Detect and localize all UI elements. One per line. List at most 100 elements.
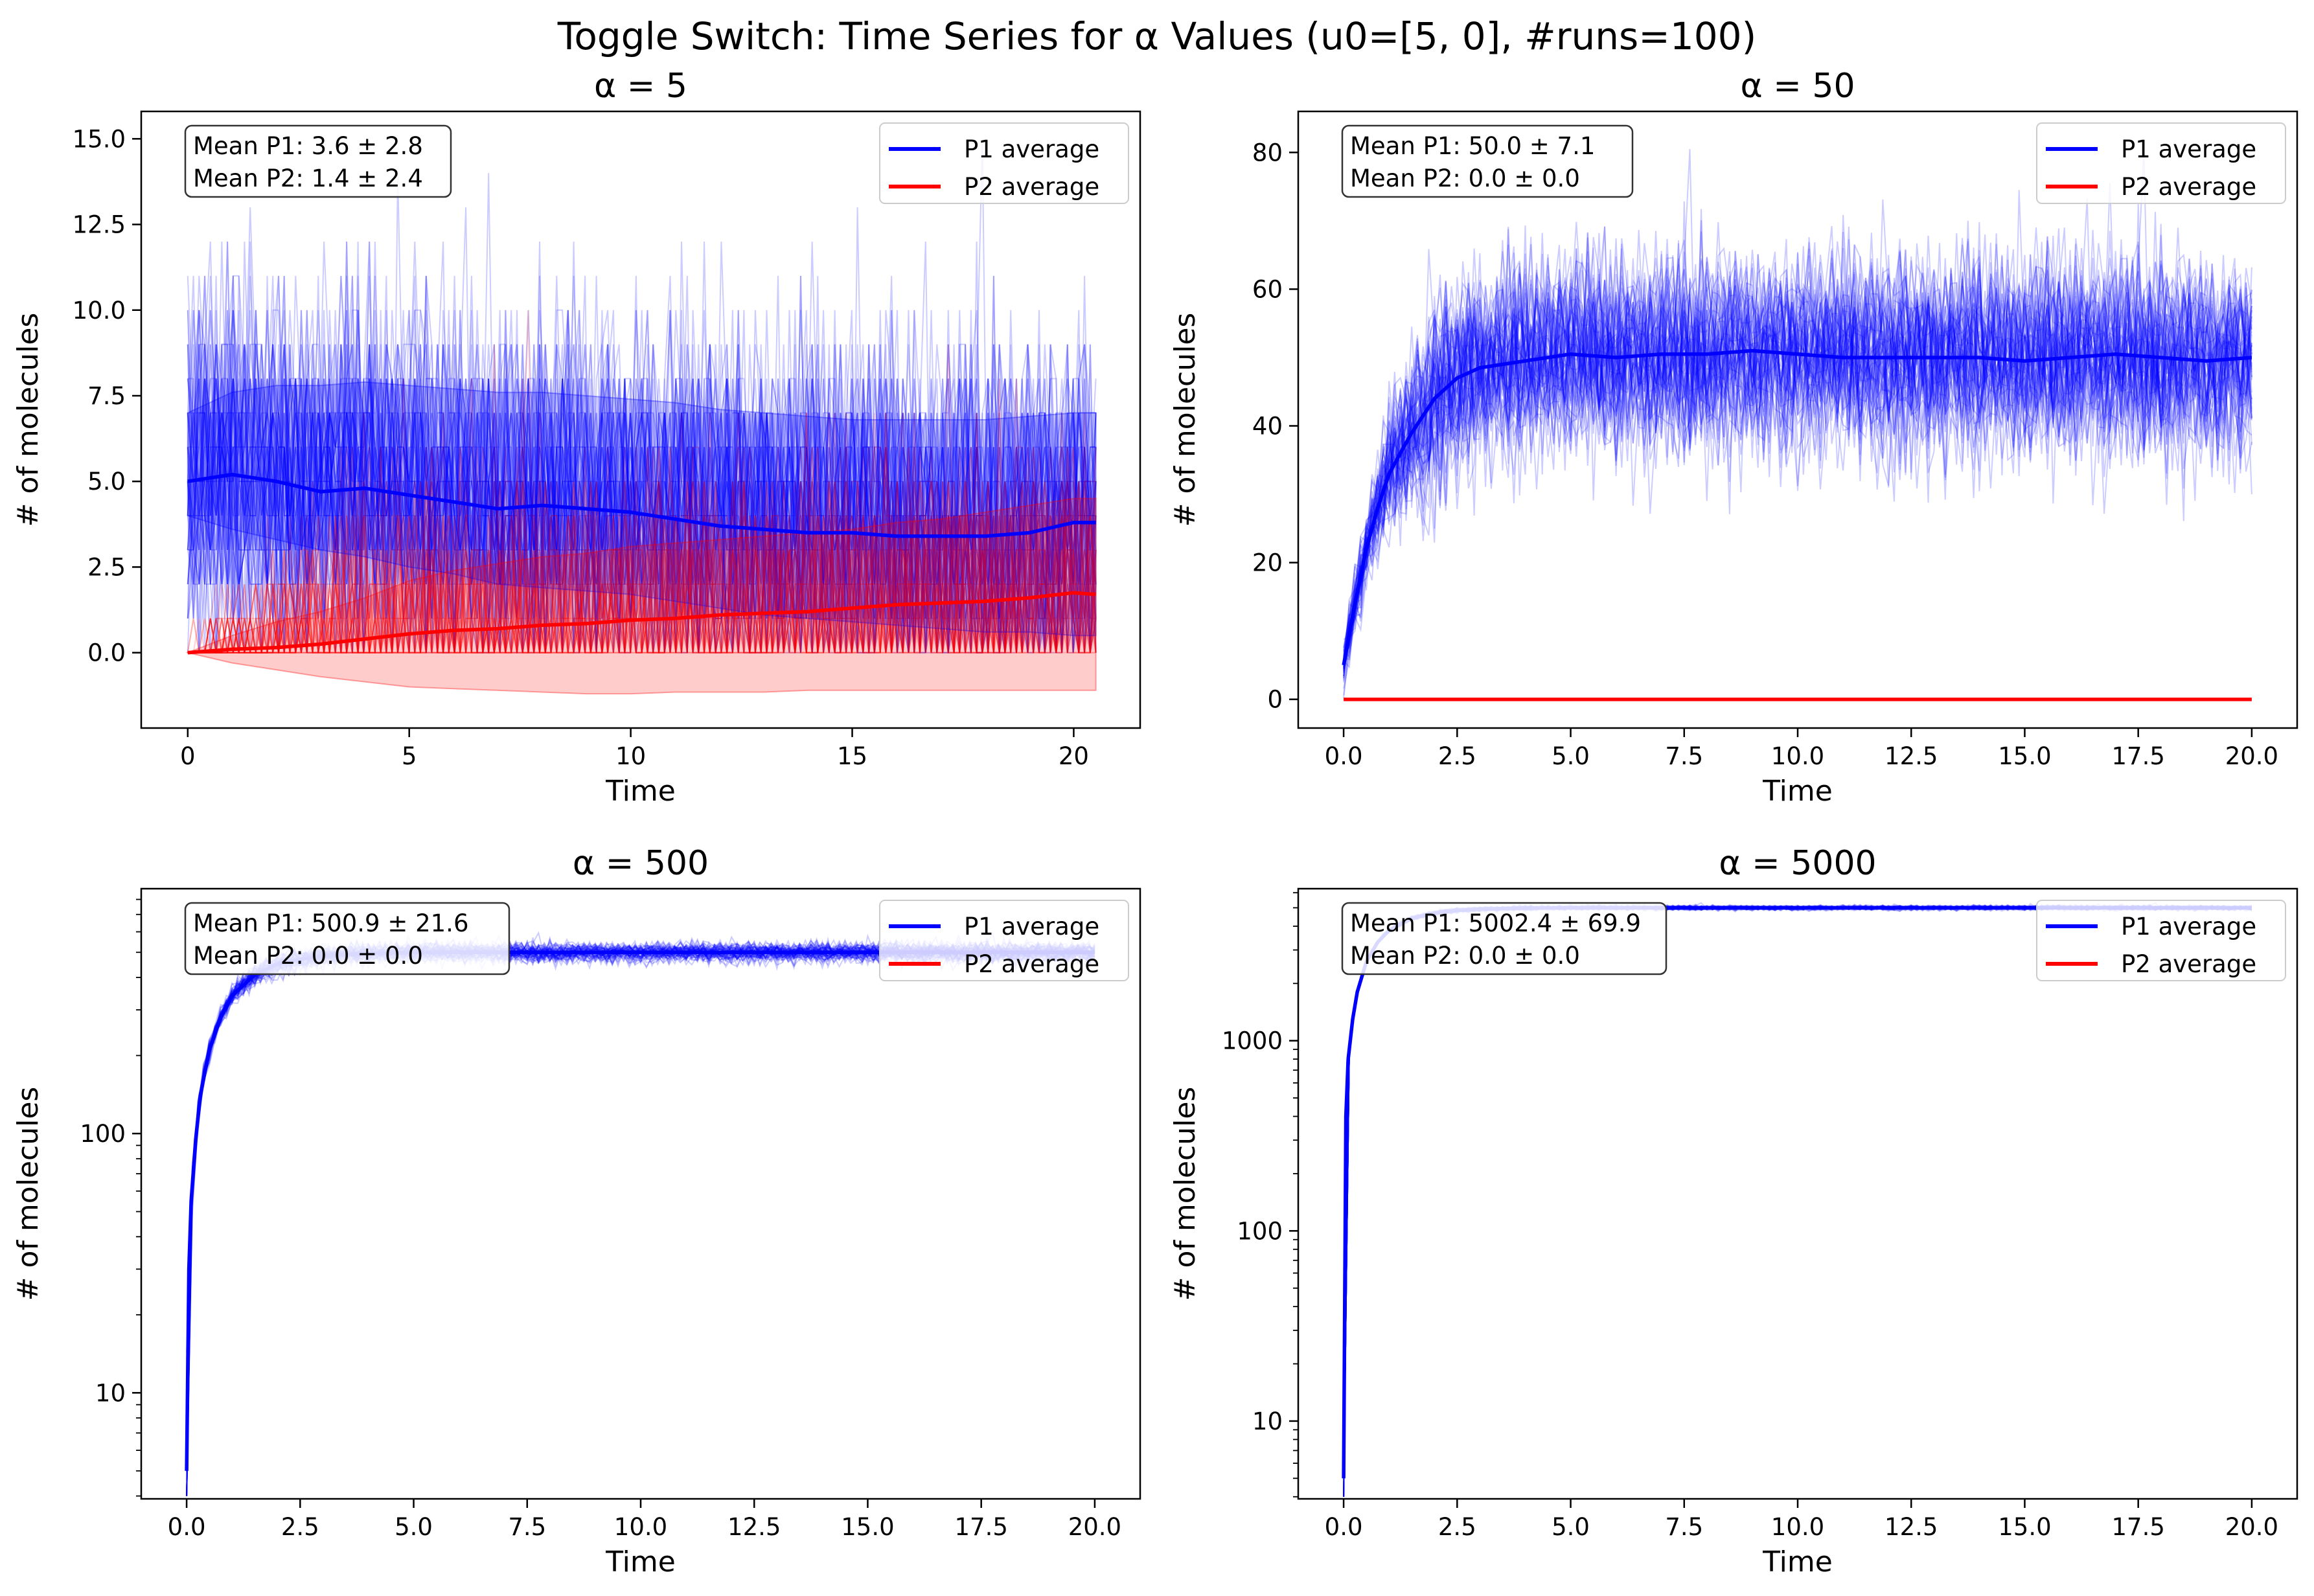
- x-tick-label: 15.0: [1998, 1513, 2051, 1541]
- x-tick-label: 10.0: [1771, 742, 1824, 770]
- p1-trajectory: [187, 310, 1097, 653]
- x-tick-label: 20.0: [2225, 742, 2278, 770]
- legend-entry: P2 average: [2121, 950, 2256, 978]
- p1-trajectory: [1343, 236, 2252, 689]
- p2-trajectory: [187, 413, 1097, 654]
- p1-trajectory: [1343, 203, 2252, 696]
- x-tick-label: 12.5: [727, 1513, 781, 1541]
- y-tick-label: 5.0: [87, 468, 126, 496]
- x-tick-label: 17.5: [954, 1513, 1007, 1541]
- x-tick-label: 5.0: [1552, 742, 1590, 770]
- y-tick-label: 7.5: [87, 382, 126, 410]
- y-tick-label: 40: [1252, 412, 1283, 440]
- x-tick-label: 0.0: [168, 1513, 206, 1541]
- p2-trajectory: [187, 447, 1097, 654]
- stats-box: [184, 124, 452, 198]
- p1-trajectory: [187, 310, 1097, 654]
- stats-mean-p1: Mean P1: 50.0 ± 7.1: [1350, 132, 1595, 160]
- x-tick-label: 12.5: [1884, 742, 1938, 770]
- subplot-1: 0 5 10 15 20 0.0 2.5 5.0 7.5 10.0 12.5 15.0 α = 5 Tim…: [12, 67, 1141, 808]
- p1-trajectory: [1343, 244, 2252, 652]
- p1-trajectory: [1343, 209, 2252, 659]
- p2-average-line: [187, 591, 1096, 655]
- p1-trajectory: [187, 241, 1097, 654]
- p1-trajectory: [187, 173, 1097, 654]
- p1-trajectory: [1343, 258, 2252, 681]
- p2-trajectory: [187, 447, 1097, 654]
- x-axis-label: Time: [1762, 775, 1833, 808]
- p1-trajectory: [1343, 243, 2252, 668]
- stats-mean-p2: Mean P2: 0.0 ± 0.0: [193, 942, 423, 970]
- y-tick-label: 60: [1252, 275, 1283, 303]
- x-tick-label: 7.5: [1665, 1513, 1703, 1541]
- p2-trajectory: [187, 413, 1097, 654]
- p1-trajectory: [1343, 236, 2252, 663]
- p1-trajectory: [1343, 233, 2252, 650]
- p1-trajectory: [1343, 248, 2252, 657]
- x-axis-label: Time: [605, 775, 676, 808]
- p2-trajectory: [187, 378, 1097, 654]
- x-tick-label: 0: [180, 742, 196, 770]
- p1-trajectory: [1343, 236, 2252, 669]
- p1-trajectory: [1343, 212, 2252, 669]
- p1-trajectory: [1343, 226, 2252, 665]
- p2-trajectory: [187, 378, 1096, 654]
- p1-trajectory: [187, 241, 1096, 654]
- p2-trajectory: [187, 378, 1097, 654]
- legend: [879, 900, 1129, 981]
- p1-trajectory: [187, 310, 1097, 654]
- subplot-title: α = 50: [1740, 67, 1855, 106]
- p1-trajectory: [187, 241, 1097, 654]
- p1-std-band: [187, 381, 1097, 637]
- x-tick-label: 20: [1059, 742, 1089, 770]
- p1-trajectory: [1343, 238, 2252, 670]
- y-tick-label: 10: [95, 1379, 126, 1407]
- p1-trajectory: [1343, 222, 2252, 659]
- plot-area: [1342, 149, 2252, 701]
- p1-trajectory: [187, 275, 1096, 654]
- y-tick-label: 10: [1252, 1408, 1283, 1435]
- y-tick-label: 12.5: [73, 211, 126, 239]
- p1-trajectory: [187, 275, 1097, 653]
- stats-mean-p2: Mean P2: 1.4 ± 2.4: [193, 165, 423, 192]
- y-tick-label: 15.0: [73, 125, 126, 153]
- p2-trajectory: [187, 447, 1097, 654]
- x-axis-label: Time: [605, 1545, 676, 1579]
- stats-box: [1341, 902, 1667, 975]
- p1-trajectory: [187, 275, 1097, 654]
- y-tick-label: 2.5: [87, 553, 126, 581]
- p1-trajectory: [1343, 222, 2252, 654]
- stats-box: [1341, 124, 1634, 198]
- y-tick-label: 100: [1237, 1217, 1283, 1245]
- legend: [2036, 122, 2286, 204]
- p2-trajectory: [187, 447, 1097, 654]
- p1-trajectory: [187, 275, 1097, 653]
- subplot-title: α = 5000: [1719, 844, 1876, 883]
- p1-trajectory: [187, 275, 1097, 654]
- p1-trajectory: [1343, 264, 2252, 661]
- p1-trajectory: [1343, 237, 2252, 641]
- p1-trajectory: [1343, 249, 2252, 669]
- p1-trajectory: [1343, 222, 2252, 657]
- subplot-3: 0.0 2.5 5.0 7.5 10.0 12.5 15.0 17.5 20.0 10 100 α =…: [12, 844, 1141, 1579]
- p1-trajectory: [187, 344, 1097, 654]
- p1-trajectory: [1343, 241, 2252, 661]
- p1-trajectory: [187, 275, 1096, 654]
- p1-trajectory: [1343, 249, 2252, 656]
- p1-trajectory: [187, 241, 1097, 653]
- p1-trajectory: [187, 275, 1096, 654]
- p1-trajectory: [187, 173, 1097, 654]
- p1-trajectory: [1343, 241, 2252, 667]
- p1-trajectory: [187, 310, 1097, 654]
- legend-entry: P1 average: [2121, 913, 2256, 940]
- x-tick-label: 10.0: [614, 1513, 667, 1541]
- x-tick-label: 20.0: [2225, 1513, 2278, 1541]
- p1-trajectory: [187, 275, 1097, 653]
- x-tick-label: 0.0: [1325, 742, 1363, 770]
- p1-trajectory: [187, 241, 1097, 653]
- x-tick-label: 2.5: [281, 1513, 319, 1541]
- p1-trajectory: [187, 139, 1097, 654]
- p1-trajectory: [187, 275, 1096, 654]
- x-tick-label: 15: [837, 742, 867, 770]
